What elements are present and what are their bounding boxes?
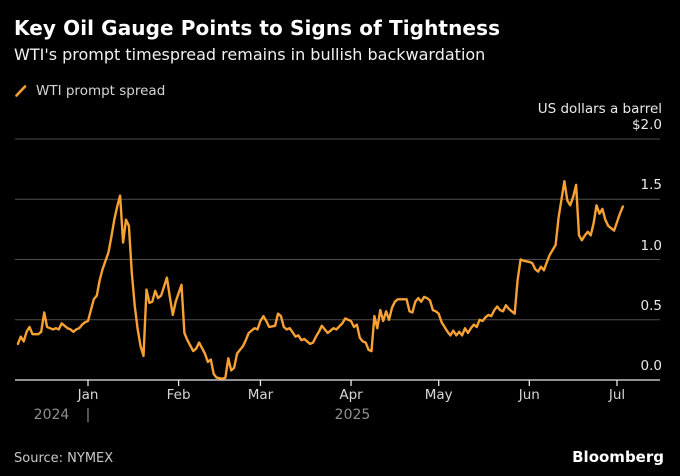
- wti-prompt-spread-line: [16, 179, 625, 380]
- y-tick-label-$2.0: $2.0: [631, 117, 662, 133]
- year-label-2024: 2024: [33, 407, 70, 423]
- legend-label: WTI prompt spread: [36, 83, 166, 99]
- source-label: Source: NYMEX: [14, 451, 114, 466]
- x-tick-label-Jun: Jun: [518, 387, 540, 403]
- y-tick-label-1.0: 1.0: [640, 237, 662, 254]
- year-separator: |: [85, 407, 91, 423]
- page-title: Key Oil Gauge Points to Signs of Tightne…: [14, 16, 501, 40]
- line-series-slash-icon: [15, 85, 27, 97]
- y-tick-label-0.0: 0.0: [640, 358, 662, 374]
- x-tick-label-Apr: Apr: [339, 387, 363, 403]
- x-tick-label-Jul: Jul: [608, 387, 626, 403]
- y-axis-unit-label: US dollars a barrel: [537, 101, 662, 117]
- legend: WTI prompt spread: [14, 83, 165, 99]
- y-tick-label-0.5: 0.5: [640, 297, 662, 314]
- year-label-2025: 2025: [334, 407, 371, 423]
- bloomberg-logo: Bloomberg: [572, 448, 664, 466]
- x-tick-label-Jan: Jan: [77, 387, 99, 403]
- y-tick-label-1.5: 1.5: [640, 177, 662, 194]
- page-subtitle: WTI's prompt timespread remains in bulli…: [14, 45, 486, 64]
- x-tick-label-Mar: Mar: [247, 387, 274, 403]
- x-tick-label-May: May: [424, 387, 453, 403]
- x-tick-label-Feb: Feb: [166, 387, 191, 403]
